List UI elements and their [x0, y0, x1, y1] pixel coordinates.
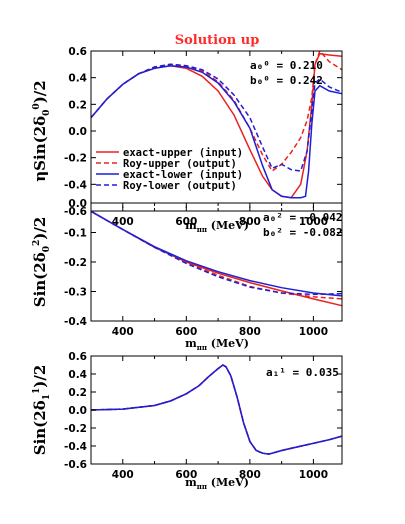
panel-2-xtick-label-2: 800: [239, 469, 261, 481]
panel-1-ytick-label-3: -0.1: [64, 228, 87, 240]
panel-top-annotation-b: b₀⁰ = 0.242: [250, 74, 323, 87]
panel-0-ytick-label-6: 0.6: [68, 46, 87, 58]
panel-2-ytick-label-0: -0.6: [64, 459, 87, 471]
panel-top-annotation-a: a₀⁰ = 0.210: [250, 59, 323, 72]
panel-1-ytick-label-1: -0.3: [64, 287, 87, 299]
panel-0-xtick-label-2: 800: [239, 216, 261, 228]
panel-middle-series: [90, 210, 343, 307]
panel-0-xtick-label-0: 400: [112, 216, 134, 228]
panel-1-xtick-label-1: 600: [175, 326, 197, 338]
panel-2-xtick-label-3: 1000: [299, 469, 328, 481]
panel-2-ytick-label-3: 0.0: [68, 405, 87, 417]
panel-2-ytick-label-2: -0.2: [64, 423, 87, 435]
panel-1-xtick-label-3: 1000: [299, 326, 328, 338]
panel-top-ylabel: ηSin(2δ00)/2: [31, 80, 52, 181]
panel-0-ytick-label-4: 0.2: [68, 99, 87, 111]
panel-0-series-3: [90, 63, 343, 172]
panel-middle-xlabel: mππ (MeV): [185, 337, 249, 352]
panel-1-ytick-label-4: 0.0: [68, 198, 87, 210]
panel-1-xtick-label-2: 800: [239, 326, 261, 338]
panel-top-series: [90, 49, 343, 199]
panel-2-xtick-label-1: 600: [175, 469, 197, 481]
panel-bottom-xlabel: mππ (MeV): [185, 476, 249, 491]
panel-2-ytick-label-5: 0.4: [68, 369, 87, 381]
legend-label-3: Roy-lower (output): [123, 180, 237, 192]
panel-bottom-annotation-a: a₁¹ = 0.035: [266, 366, 339, 379]
panel-1-ytick-label-0: -0.4: [64, 316, 87, 328]
panel-bottom-ylabel: Sin(2δ11)/2: [31, 365, 52, 456]
panel-0-ytick-label-1: -0.4: [64, 179, 87, 191]
panel-0-ytick-label-5: 0.4: [68, 73, 87, 85]
panel-0-series-2: [90, 64, 343, 199]
panel-2-ytick-label-1: -0.4: [64, 441, 87, 453]
panel-bottom: 400 600 800 1000 -0.6 -0.4 -0.2 0.0 0.2 0.4 0.6 Si…: [31, 351, 343, 491]
panel-1-series-3: [90, 210, 343, 296]
legend: exact-upper (input)Roy-upper (output)exa…: [96, 147, 243, 192]
panel-2-ytick-label-6: 0.6: [68, 351, 87, 363]
panel-0-ytick-label-2: -0.2: [64, 153, 87, 165]
panel-2-series-3: [90, 364, 343, 455]
panel-top-xlabel: mππ (MeV): [185, 219, 249, 234]
panel-0-ytick-label-0: -0.6: [64, 206, 87, 218]
figure-title: Solution up: [175, 33, 260, 48]
panel-0-ytick-label-3: 0.0: [68, 126, 87, 138]
panel-0-xtick-label-3: 1000: [299, 216, 328, 228]
panel-middle-annotation-b: b₀² = -0.082: [263, 226, 342, 239]
panel-top: 400 600 800 1000 -0.6 -0.4 -0.2 0.0 0.2 0.4 0.6 ηS…: [31, 46, 343, 234]
legend-label-0: exact-upper (input): [123, 147, 243, 159]
panel-0-xtick-label-1: 600: [175, 216, 197, 228]
panel-2-ytick-label-4: 0.2: [68, 387, 87, 399]
panel-1-xtick-label-0: 400: [112, 326, 134, 338]
panel-middle-ylabel: Sin(2δ02)/2: [31, 217, 52, 308]
legend-label-1: Roy-upper (output): [123, 158, 237, 170]
legend-label-2: exact-lower (input): [123, 169, 243, 181]
panel-bottom-series: [90, 364, 343, 455]
panel-1-ytick-label-2: -0.2: [64, 257, 87, 269]
panel-middle: 400 600 800 1000 -0.4 -0.3 -0.2 -0.1 0.0 Sin(2δ0…: [31, 198, 343, 352]
panel-2-xtick-label-0: 400: [112, 469, 134, 481]
panel-middle-annotation-a: a₀² = -0.042: [263, 211, 342, 224]
